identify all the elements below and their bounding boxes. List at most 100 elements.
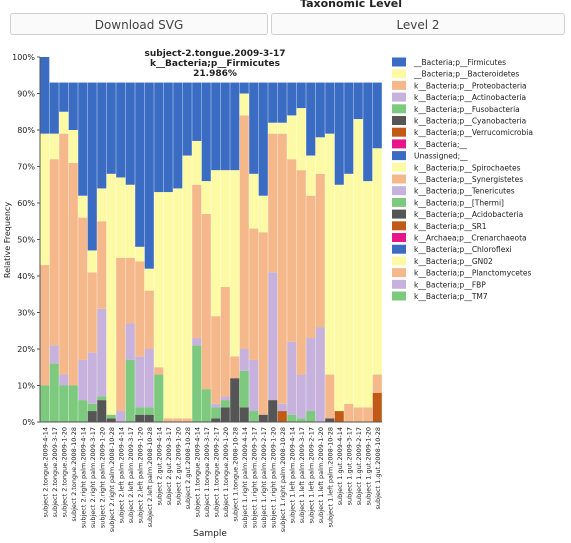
x-tick-label: subject 2.gut.2008-10-28 [184, 427, 192, 509]
bar-segment [87, 250, 97, 273]
bar-segment [125, 82, 135, 185]
bar-segment [306, 195, 316, 339]
bar-segment [296, 108, 306, 171]
legend-label: Unassigned;__ [414, 152, 468, 161]
x-tick-label: subject 2.tongue.2008-10-28 [70, 427, 78, 522]
legend-swatch [392, 256, 406, 266]
bar-segment [97, 221, 107, 309]
legend-label: k__Archaea;p__Crenarchaeota [414, 234, 527, 243]
bar-segment [192, 140, 202, 185]
bar-segment [220, 82, 230, 171]
bar-segment [363, 82, 373, 182]
x-tick-label: subject 1.tongue.2009-2-17 [212, 427, 220, 517]
x-tick-label: subject 2.right palm.2009-4-14 [79, 427, 87, 528]
bar-segment [230, 170, 240, 357]
bar-segment [125, 359, 135, 422]
bar-segment [106, 414, 116, 419]
x-tick-label: subject 1.gut.2009-1-20 [364, 427, 372, 505]
x-tick-label: subject 2.left palm.2009-4-14 [117, 427, 125, 523]
bar-segment [230, 378, 240, 422]
bar-segment [306, 82, 316, 156]
x-tick-label: subject 1.gut.2009-3-17 [345, 427, 353, 505]
x-tick-label: subject 1.right palm.2009-1-20 [269, 427, 277, 528]
bar-segment [163, 82, 173, 193]
y-tick-label: 60% [17, 199, 35, 208]
bar-segment [334, 411, 344, 422]
bar-segment [87, 411, 97, 422]
bar-segment [192, 345, 202, 422]
bar-segment [211, 316, 221, 404]
legend-swatch [392, 221, 406, 231]
y-axis-label: Relative Frequency [3, 202, 12, 278]
x-tick-label: subject 1.right palm.2009-2-17 [260, 427, 268, 528]
bar-segment [78, 217, 88, 360]
bar-segment [220, 170, 230, 287]
x-tick-label: subject 1.left palm.2009-3-17 [298, 427, 306, 523]
legend-swatch [392, 209, 406, 219]
legend-swatch [392, 57, 406, 67]
bar-segment [154, 82, 164, 193]
bar-segment [154, 192, 164, 368]
legend-label: k__Bacteria;p__Proteobacteria [414, 81, 527, 90]
bar-segment [154, 374, 164, 422]
x-tick-label: subject 1.right palm.2009-3-17 [250, 427, 258, 528]
bar-segment [192, 82, 202, 141]
bar-segment [182, 82, 192, 156]
bar-segment [287, 414, 297, 422]
bar-segment [144, 82, 154, 269]
legend-label: k__Bacteria;p__Fusobacteria [414, 105, 520, 114]
x-tick-label: subject 1.gut.2009-2-17 [355, 427, 363, 505]
bar-segment [97, 188, 107, 222]
y-tick-label: 80% [17, 126, 35, 135]
bar-segment [78, 82, 88, 196]
bar-segment [230, 356, 240, 379]
bar-segment [277, 122, 287, 134]
bar-segment [116, 411, 126, 422]
download-svg-button[interactable]: Download SVG [10, 13, 268, 35]
legend-swatch [392, 174, 406, 184]
bar-segment [192, 184, 202, 339]
legend-label: k__Bacteria;p__TM7 [414, 292, 488, 301]
bar-segment [353, 119, 363, 408]
bar-segment [315, 327, 325, 422]
bar-segment [296, 374, 306, 419]
y-tick-label: 90% [17, 90, 35, 99]
bar-segment [106, 82, 116, 174]
bar-segment [258, 195, 268, 233]
bar-segment [144, 268, 154, 291]
bar-segment [59, 385, 69, 422]
legend-swatch [392, 151, 406, 161]
bar-segment [49, 363, 59, 422]
legend-swatch [392, 92, 406, 102]
bar-segment [106, 173, 116, 415]
bar-segment [97, 82, 107, 189]
bar-segment [135, 356, 145, 408]
bar-segment [344, 173, 354, 404]
bar-segment [239, 349, 249, 371]
bar-segment [249, 359, 259, 412]
bar-segment [87, 403, 97, 412]
bar-segment [211, 170, 221, 317]
legend-swatch [392, 127, 406, 137]
legend-label: __Bacteria;p__Bacteroidetes [413, 70, 519, 79]
legend-label: k__Bacteria;p__Planctomycetes [414, 269, 531, 278]
bar-segment [78, 400, 88, 422]
bar-segment [68, 82, 78, 130]
bar-segment [201, 389, 211, 422]
x-tick-label: subject 2.right palm.2009-3-17 [89, 427, 97, 528]
y-tick-label: 20% [17, 345, 35, 354]
bar-segment [258, 232, 268, 415]
legend-label: k__Bacteria;p__Tenericutes [414, 187, 515, 196]
bar-segment [125, 184, 135, 258]
y-tick-label: 40% [17, 272, 35, 281]
bar-segment [315, 82, 325, 138]
bar-segment [220, 396, 230, 401]
bar-segment [135, 82, 145, 247]
bar-segment [306, 155, 316, 196]
bar-segment [40, 385, 50, 422]
bar-segment [201, 213, 211, 390]
bar-segment [306, 411, 316, 422]
legend-label: k__Bacteria;p__Spirochaetes [414, 163, 521, 172]
level-select[interactable]: Level 2 [271, 13, 565, 35]
x-tick-label: subject 1.tongue.2009-3-17 [203, 427, 211, 517]
